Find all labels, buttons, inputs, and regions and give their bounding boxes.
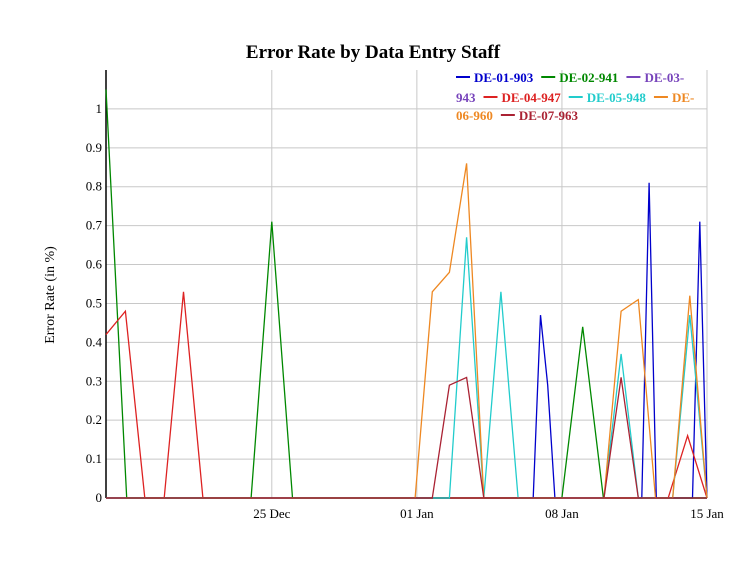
y-ticks: 0 0.1 0.2 0.3 0.4 0.5 0.6 0.7 0.8 0.9 1: [86, 101, 103, 505]
y-tick-label: 1: [96, 101, 103, 116]
y-tick-label: 0: [96, 490, 103, 505]
chart-title: Error Rate by Data Entry Staff: [246, 42, 501, 63]
x-tick-label: 01 Jan: [400, 506, 434, 521]
legend-label: DE-01-903: [474, 70, 534, 85]
legend-label: DE-02-941: [559, 70, 618, 85]
grid: [106, 70, 708, 498]
y-tick-label: 0.6: [86, 257, 103, 272]
legend-label: 943: [456, 90, 476, 105]
legend-label: DE-07-963: [519, 108, 579, 123]
series-line-de-02-941: [105, 89, 707, 499]
legend: DE-01-903 DE-02-941 DE-03-943 DE-04-947 DE-0…: [456, 70, 694, 123]
y-tick-label: 0.8: [86, 179, 102, 194]
y-tick-label: 0.4: [86, 334, 103, 349]
y-tick-label: 0.7: [86, 218, 103, 233]
y-tick-label: 0.5: [86, 295, 102, 310]
series-line-de-07-963: [106, 376, 707, 499]
legend-label: DE-05-948: [587, 90, 647, 105]
legend-label: DE-04-947: [502, 90, 562, 105]
y-tick-label: 0.2: [86, 412, 102, 427]
series-line-de-06-960: [106, 163, 708, 499]
axes: [105, 70, 707, 499]
x-tick-label: 25 Dec: [253, 506, 290, 521]
x-tick-label: 15 Jan: [690, 506, 724, 521]
series-line-de-01-903: [106, 182, 708, 499]
series-lines: [105, 89, 708, 499]
y-axis-label: Error Rate (in %): [43, 246, 58, 344]
y-tick-label: 0.9: [86, 140, 102, 155]
legend-label: 06-960: [456, 108, 493, 123]
legend-label: DE-03-: [644, 70, 684, 85]
legend-label: DE-: [672, 90, 694, 105]
x-tick-label: 08 Jan: [545, 506, 579, 521]
y-tick-label: 0.3: [86, 373, 102, 388]
y-tick-label: 0.1: [86, 451, 102, 466]
x-ticks: 25 Dec 01 Jan 08 Jan 15 Jan: [253, 506, 724, 521]
